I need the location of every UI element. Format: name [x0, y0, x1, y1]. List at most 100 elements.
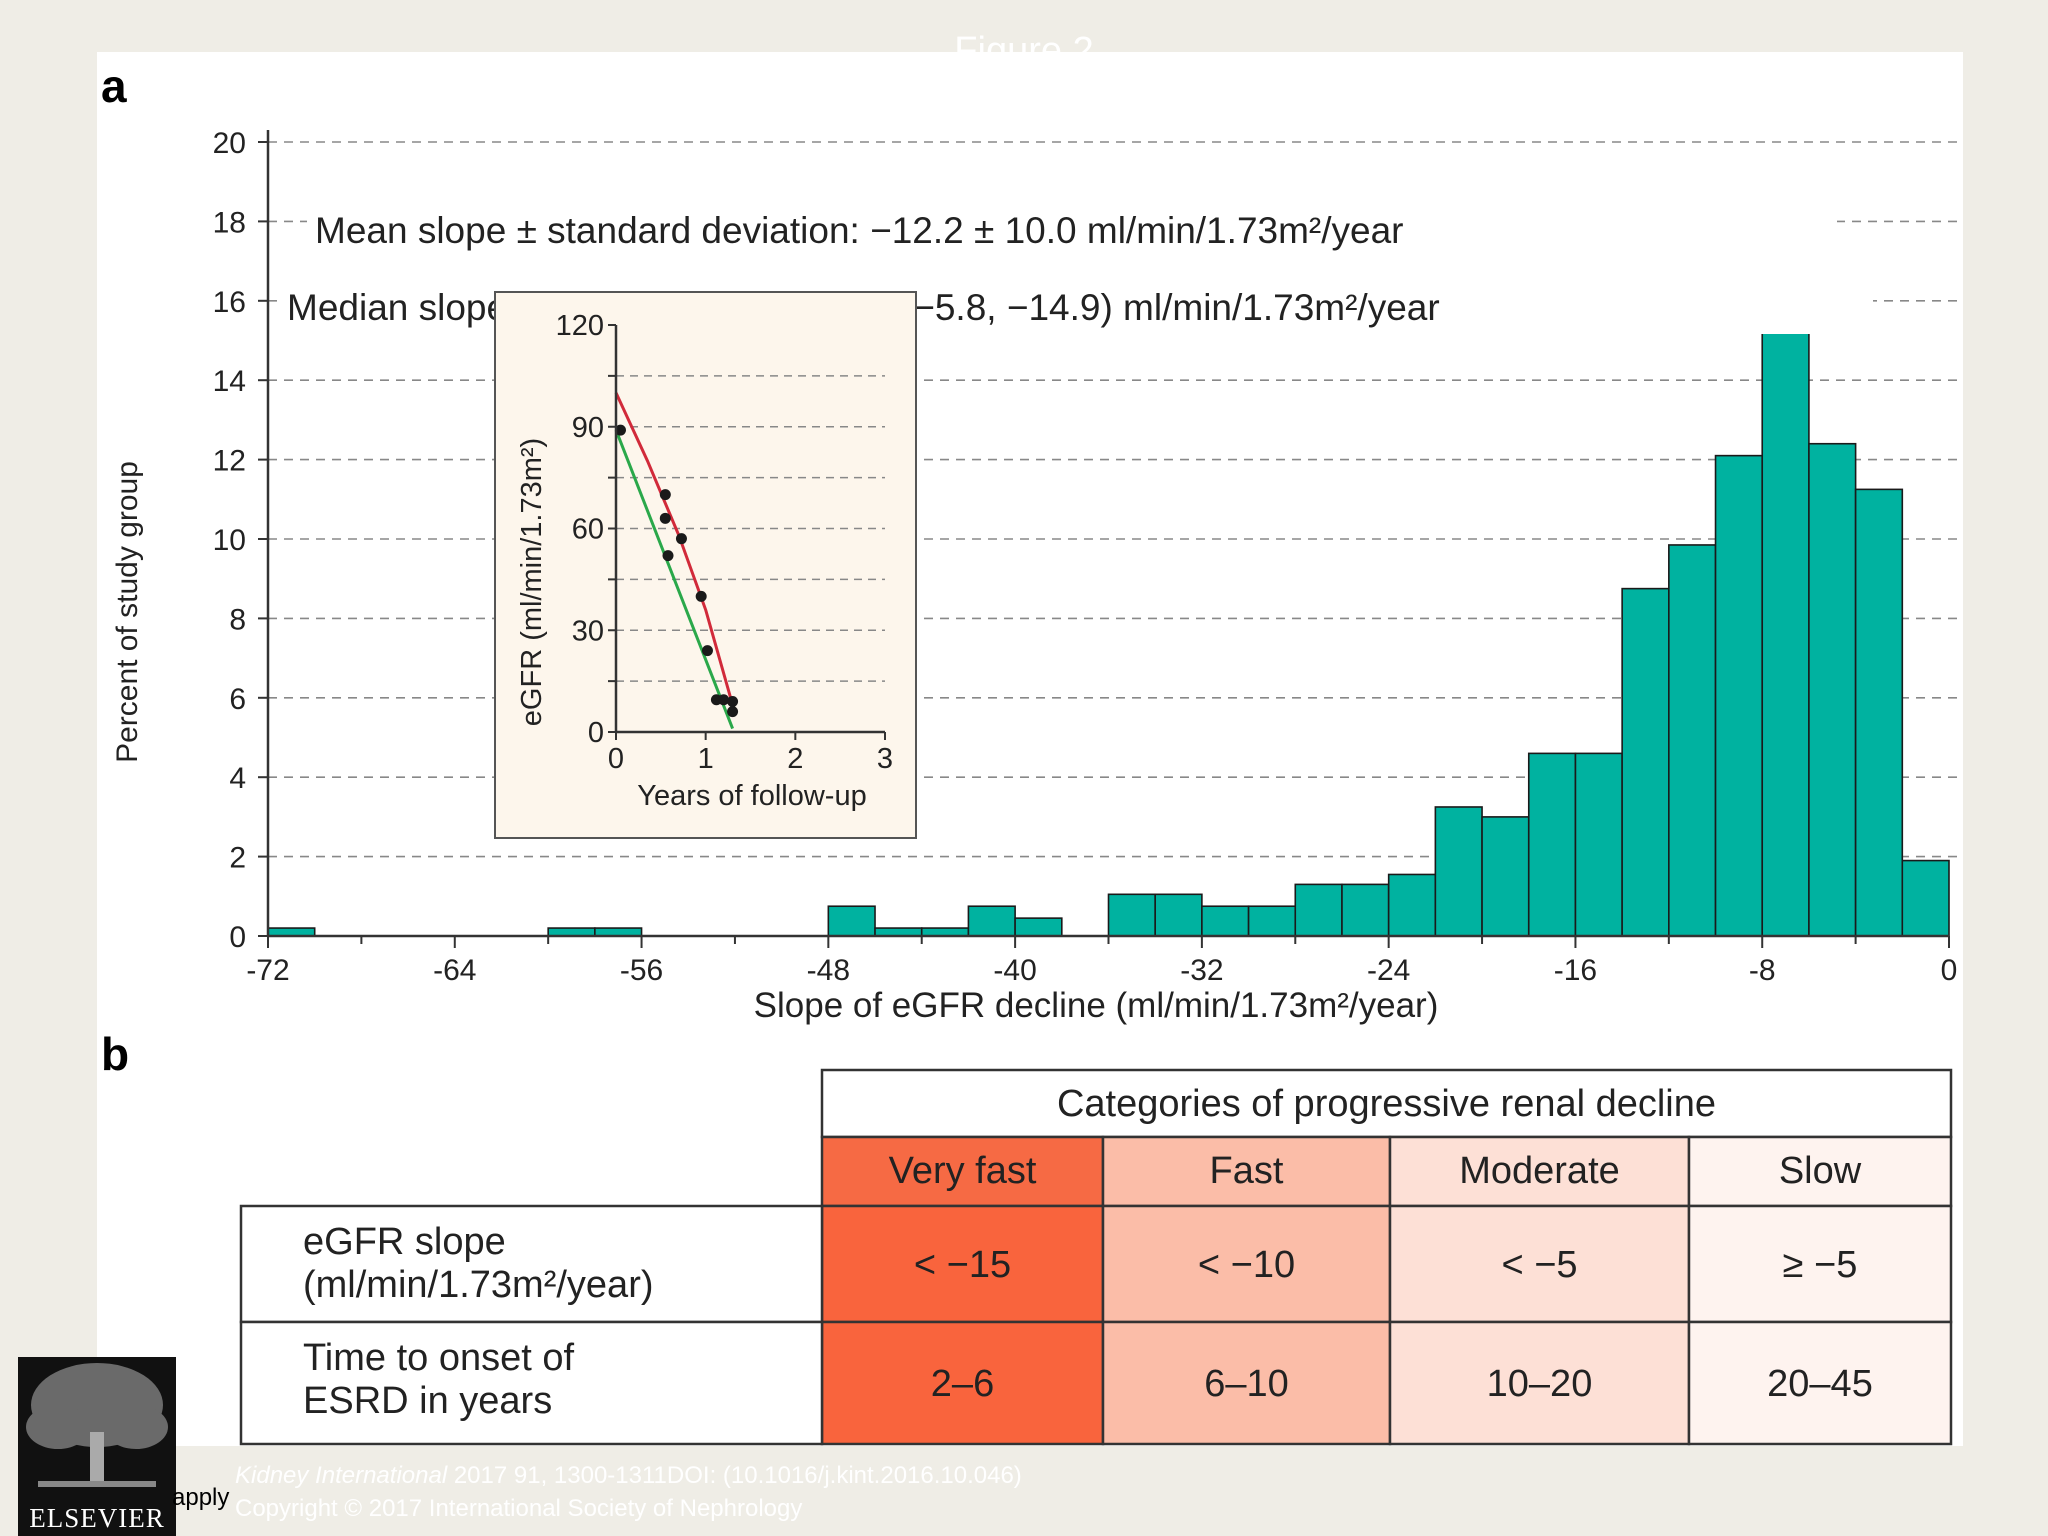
x-tick-label: -64: [433, 954, 476, 987]
table-cell-value: < −15: [914, 1244, 1011, 1286]
figure-panel: a b 0 2 4 6 8 10 12 14 16 18 20 -72 -64 -56 -48 -40 -32…: [97, 52, 1963, 1446]
inset-y-tick-label: 120: [556, 310, 604, 342]
annotation-1-bg: [307, 199, 1837, 257]
citation-journal: Kidney International: [235, 1462, 448, 1489]
table-cell: [1388, 1320, 1691, 1446]
x-tick-label: -32: [1180, 954, 1223, 987]
column-header-label: Moderate: [1459, 1150, 1620, 1192]
inset-data-point: [675, 533, 687, 545]
inset-y-tick-label: 30: [572, 615, 604, 647]
y-tick-label: 0: [229, 921, 246, 954]
inset-y-tick-label: 60: [572, 514, 604, 546]
row-label-line1: Time to onset of: [303, 1337, 574, 1379]
inset-gridlines: [616, 375, 885, 682]
histogram-bar: [1808, 442, 1857, 937]
x-tick-label: -56: [620, 954, 663, 987]
column-header-cell: [1687, 1135, 1953, 1208]
inset-data-point: [659, 512, 671, 524]
inset-x-axis-label: Years of follow-up: [637, 780, 866, 812]
histogram-bar: [1434, 806, 1483, 937]
histogram-x-ticks: -72 -64 -56 -48 -40 -32 -24 -16 -8 0: [246, 936, 1957, 987]
x-tick-label: -16: [1554, 954, 1597, 987]
histogram-y-ticks: 0 2 4 6 8 10 12 14 16 18 20: [213, 127, 268, 954]
x-tick-label: -24: [1367, 954, 1410, 987]
y-tick-label: 8: [229, 603, 246, 636]
histogram-y-axis-label: Percent of study group: [111, 461, 144, 763]
histogram-bar: [1201, 905, 1250, 937]
histogram-bar: [1387, 873, 1437, 937]
elsevier-logo: ELSEVIER: [18, 1357, 176, 1536]
y-tick-label: 20: [213, 127, 246, 160]
histogram-bar: [1341, 883, 1390, 937]
inset-x-tick-label: 3: [877, 743, 893, 775]
table-cell-value: 6–10: [1204, 1363, 1289, 1405]
table-cell: [1101, 1204, 1392, 1324]
histogram-bar: [1854, 488, 1904, 937]
histogram-bar: [1294, 883, 1343, 937]
table-cell: [1101, 1320, 1392, 1446]
y-tick-label: 10: [213, 524, 246, 557]
histogram-bar: [1014, 917, 1063, 937]
tree-icon: [26, 1363, 168, 1487]
inset-y-tick-label: 0: [588, 717, 604, 749]
table-cell-value: ≥ −5: [1783, 1244, 1858, 1286]
inset-points: [614, 424, 739, 718]
inset-data-point: [701, 645, 713, 657]
inset-data-point: [614, 424, 626, 436]
annotation-mean-slope: Mean slope ± standard deviation: −12.2 ±…: [315, 210, 1404, 251]
table-cell-value: < −10: [1198, 1244, 1295, 1286]
x-tick-label: -8: [1749, 954, 1776, 987]
table-cell: [820, 1320, 1105, 1446]
inset-x-tick-label: 1: [698, 743, 714, 775]
y-tick-label: 14: [213, 365, 246, 398]
y-tick-label: 2: [229, 842, 246, 875]
row-label-line2: (ml/min/1.73m²/year): [303, 1264, 654, 1306]
panel-label-b: b: [101, 1028, 129, 1080]
x-tick-label: -72: [246, 954, 289, 987]
table-cell: [1687, 1204, 1953, 1324]
inset-x-tick-label: 0: [608, 743, 624, 775]
table-cell: [1687, 1320, 1953, 1446]
inset-data-point: [718, 694, 730, 706]
histogram-bar: [1527, 752, 1577, 937]
categories-table: Categories of progressive renal decline V…: [239, 1068, 1953, 1446]
row-label-cell: [239, 1204, 824, 1324]
inset-frame: [494, 291, 917, 839]
inset-x-ticks: 0 1 2 3: [608, 732, 893, 775]
row-label-line2: ESRD in years: [303, 1380, 552, 1422]
inset-x-tick-label: 2: [787, 743, 803, 775]
citation-details: 2017 91, 1300-1311DOI: (10.1016/j.kint.2…: [447, 1462, 1022, 1489]
row-label-line1: eGFR slope: [303, 1221, 506, 1263]
inset-y-axis-label: eGFR (ml/min/1.73m²): [516, 438, 548, 726]
table-cell-value: 10–20: [1487, 1363, 1593, 1405]
x-tick-label: -48: [807, 954, 850, 987]
histogram-bar: [827, 905, 876, 937]
inset-data-point: [659, 489, 671, 501]
inset-y-ticks: 0 30 60 90 120: [556, 310, 616, 749]
inset-y-tick-label: 90: [572, 412, 604, 444]
table-cell-value: < −5: [1501, 1244, 1577, 1286]
column-header-label: Fast: [1210, 1150, 1284, 1192]
inset-data-point: [727, 706, 739, 718]
panel-label-a: a: [101, 60, 127, 112]
histogram-bar: [1247, 905, 1297, 937]
histogram-bar: [1574, 752, 1623, 937]
histogram-bar: [1761, 292, 1810, 937]
inset-data-point: [695, 590, 707, 602]
inset-data-point: [662, 550, 674, 562]
apply-text: apply: [172, 1484, 230, 1511]
inset-fit-line: [614, 429, 734, 730]
x-tick-label: 0: [1941, 954, 1958, 987]
elsevier-logo-text: ELSEVIER: [29, 1503, 165, 1533]
inset-chart: 0 30 60 90 120 0 1 2 3 eGFR (ml/min/1.73m²) Yea…: [494, 291, 917, 839]
row-label-cell: [239, 1320, 824, 1446]
copyright: Copyright © 2017 International Society o…: [235, 1495, 803, 1522]
histogram-bar: [1668, 544, 1717, 937]
histogram-bar: [1621, 587, 1670, 937]
y-tick-label: 4: [229, 762, 246, 795]
table-cell-value: 20–45: [1767, 1363, 1873, 1405]
column-header-cell: [820, 1135, 1105, 1208]
column-header-label: Slow: [1779, 1150, 1862, 1192]
